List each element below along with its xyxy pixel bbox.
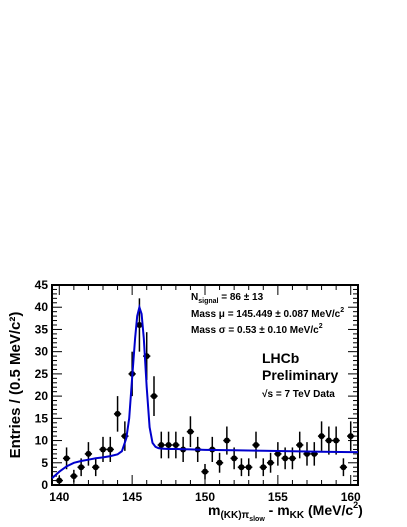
x-label-sub2: KK <box>290 510 305 521</box>
data-point <box>267 459 274 466</box>
data-point <box>238 464 245 471</box>
annotation-experiment: LHCb <box>262 350 299 366</box>
data-point <box>216 459 223 466</box>
axis-ticks <box>52 284 358 486</box>
data-point <box>282 455 289 462</box>
y-tick-label: 40 <box>35 300 49 314</box>
data-point <box>253 442 259 448</box>
annotation-status: Preliminary <box>262 367 338 383</box>
x-axis-label: m(KK)πslow - mKK (MeV/c2) <box>208 500 363 523</box>
data-point <box>63 455 70 462</box>
data-point <box>289 455 296 462</box>
x-label-m: m <box>208 502 220 518</box>
annotation-mass-mu: Mass μ = 145.449 ± 0.087 MeV/c2 <box>191 307 344 320</box>
x-label-unit: (MeV/c <box>304 502 353 518</box>
x-tick-label: 160 <box>341 490 361 504</box>
data-point <box>260 464 267 471</box>
data-point <box>340 464 347 471</box>
data-point <box>202 468 208 475</box>
data-point <box>172 442 179 448</box>
data-point <box>114 410 121 417</box>
annotation-mass-sigma: Mass σ = 0.53 ± 0.10 MeV/c2 <box>191 323 323 336</box>
data-point <box>136 322 143 328</box>
data-point <box>100 446 106 453</box>
data-point <box>92 464 99 471</box>
x-label-close: ) <box>358 502 363 518</box>
x-tick-label: 155 <box>268 490 288 504</box>
y-tick-label: 15 <box>35 411 49 425</box>
data-point <box>107 446 114 453</box>
data-point <box>85 450 92 457</box>
data-point <box>333 437 340 444</box>
y-tick-label: 10 <box>35 434 49 448</box>
data-point <box>187 428 194 435</box>
data-point <box>223 437 230 444</box>
y-axis-label: Entries / (0.5 MeV/c²) <box>7 312 24 459</box>
data-point <box>78 464 85 471</box>
y-tick-label: 20 <box>35 389 49 403</box>
data-point <box>231 455 238 462</box>
data-point <box>318 433 325 440</box>
data-point <box>70 473 77 480</box>
y-tick-label: 45 <box>35 278 49 292</box>
data-point <box>296 442 303 448</box>
data-point <box>56 477 63 484</box>
y-tick-label: 5 <box>41 456 48 470</box>
x-label-sub: (KK)π <box>220 510 249 521</box>
data-point <box>274 450 281 457</box>
annotation-energy: √s = 7 TeV Data <box>262 389 335 400</box>
fit-curve <box>51 303 358 480</box>
x-label-mid: - m <box>265 502 290 518</box>
x-tick-label: 145 <box>122 490 142 504</box>
y-tick-label: 30 <box>35 345 49 359</box>
annotation-nsignal: Nsignal = 86 ± 13 <box>191 292 264 305</box>
data-point <box>325 437 332 444</box>
y-tick-label: 25 <box>35 367 49 381</box>
data-point <box>245 464 252 471</box>
data-point <box>347 433 354 440</box>
axis-tick-labels: 140 145 150 155 160 0 5 10 15 20 25 30 35 40 45 <box>35 278 361 504</box>
x-label-sup: 2 <box>353 500 358 510</box>
y-tick-label: 0 <box>41 478 48 492</box>
x-tick-label: 140 <box>49 490 69 504</box>
y-tick-label: 35 <box>35 322 49 336</box>
x-tick-label: 150 <box>195 490 215 504</box>
x-label-subsub: slow <box>249 516 265 523</box>
data-point <box>158 442 165 448</box>
data-point <box>151 393 157 400</box>
data-point <box>165 442 172 448</box>
